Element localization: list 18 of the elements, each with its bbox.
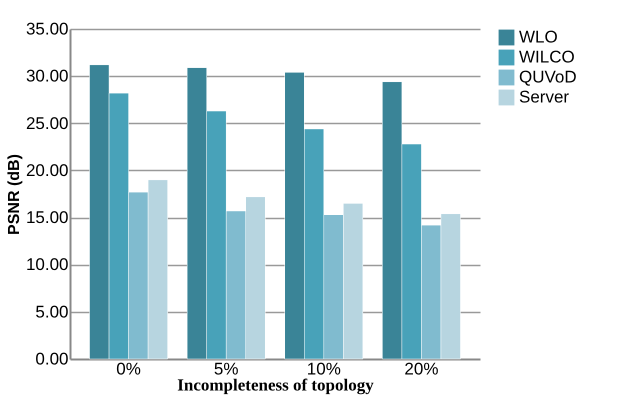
x-tick-label: 10%	[306, 360, 341, 378]
y-tick-label: 25.00	[26, 114, 68, 133]
y-tick-label: 35.00	[26, 20, 68, 38]
y-tick-label: 30.00	[26, 66, 68, 86]
legend-label: Server	[519, 88, 570, 106]
x-axis-title: Incompleteness of topology	[177, 376, 374, 394]
legend-label: QUVoD	[519, 68, 577, 86]
y-axis-title: PSNR (dB)	[6, 154, 23, 235]
legend-label: WILCO	[519, 48, 575, 66]
x-tick-label: 0%	[116, 360, 141, 378]
y-tick-label: 15.00	[26, 208, 68, 228]
y-tick-label: 5.00	[35, 302, 68, 322]
y-tick-label: 0.00	[35, 350, 68, 368]
y-tick-label: 10.00	[26, 255, 68, 274]
legend-label: WLO	[519, 28, 558, 46]
x-tick-label: 5%	[214, 360, 238, 378]
y-tick-label: 20.00	[26, 160, 68, 180]
x-tick-label: 20%	[404, 360, 438, 378]
